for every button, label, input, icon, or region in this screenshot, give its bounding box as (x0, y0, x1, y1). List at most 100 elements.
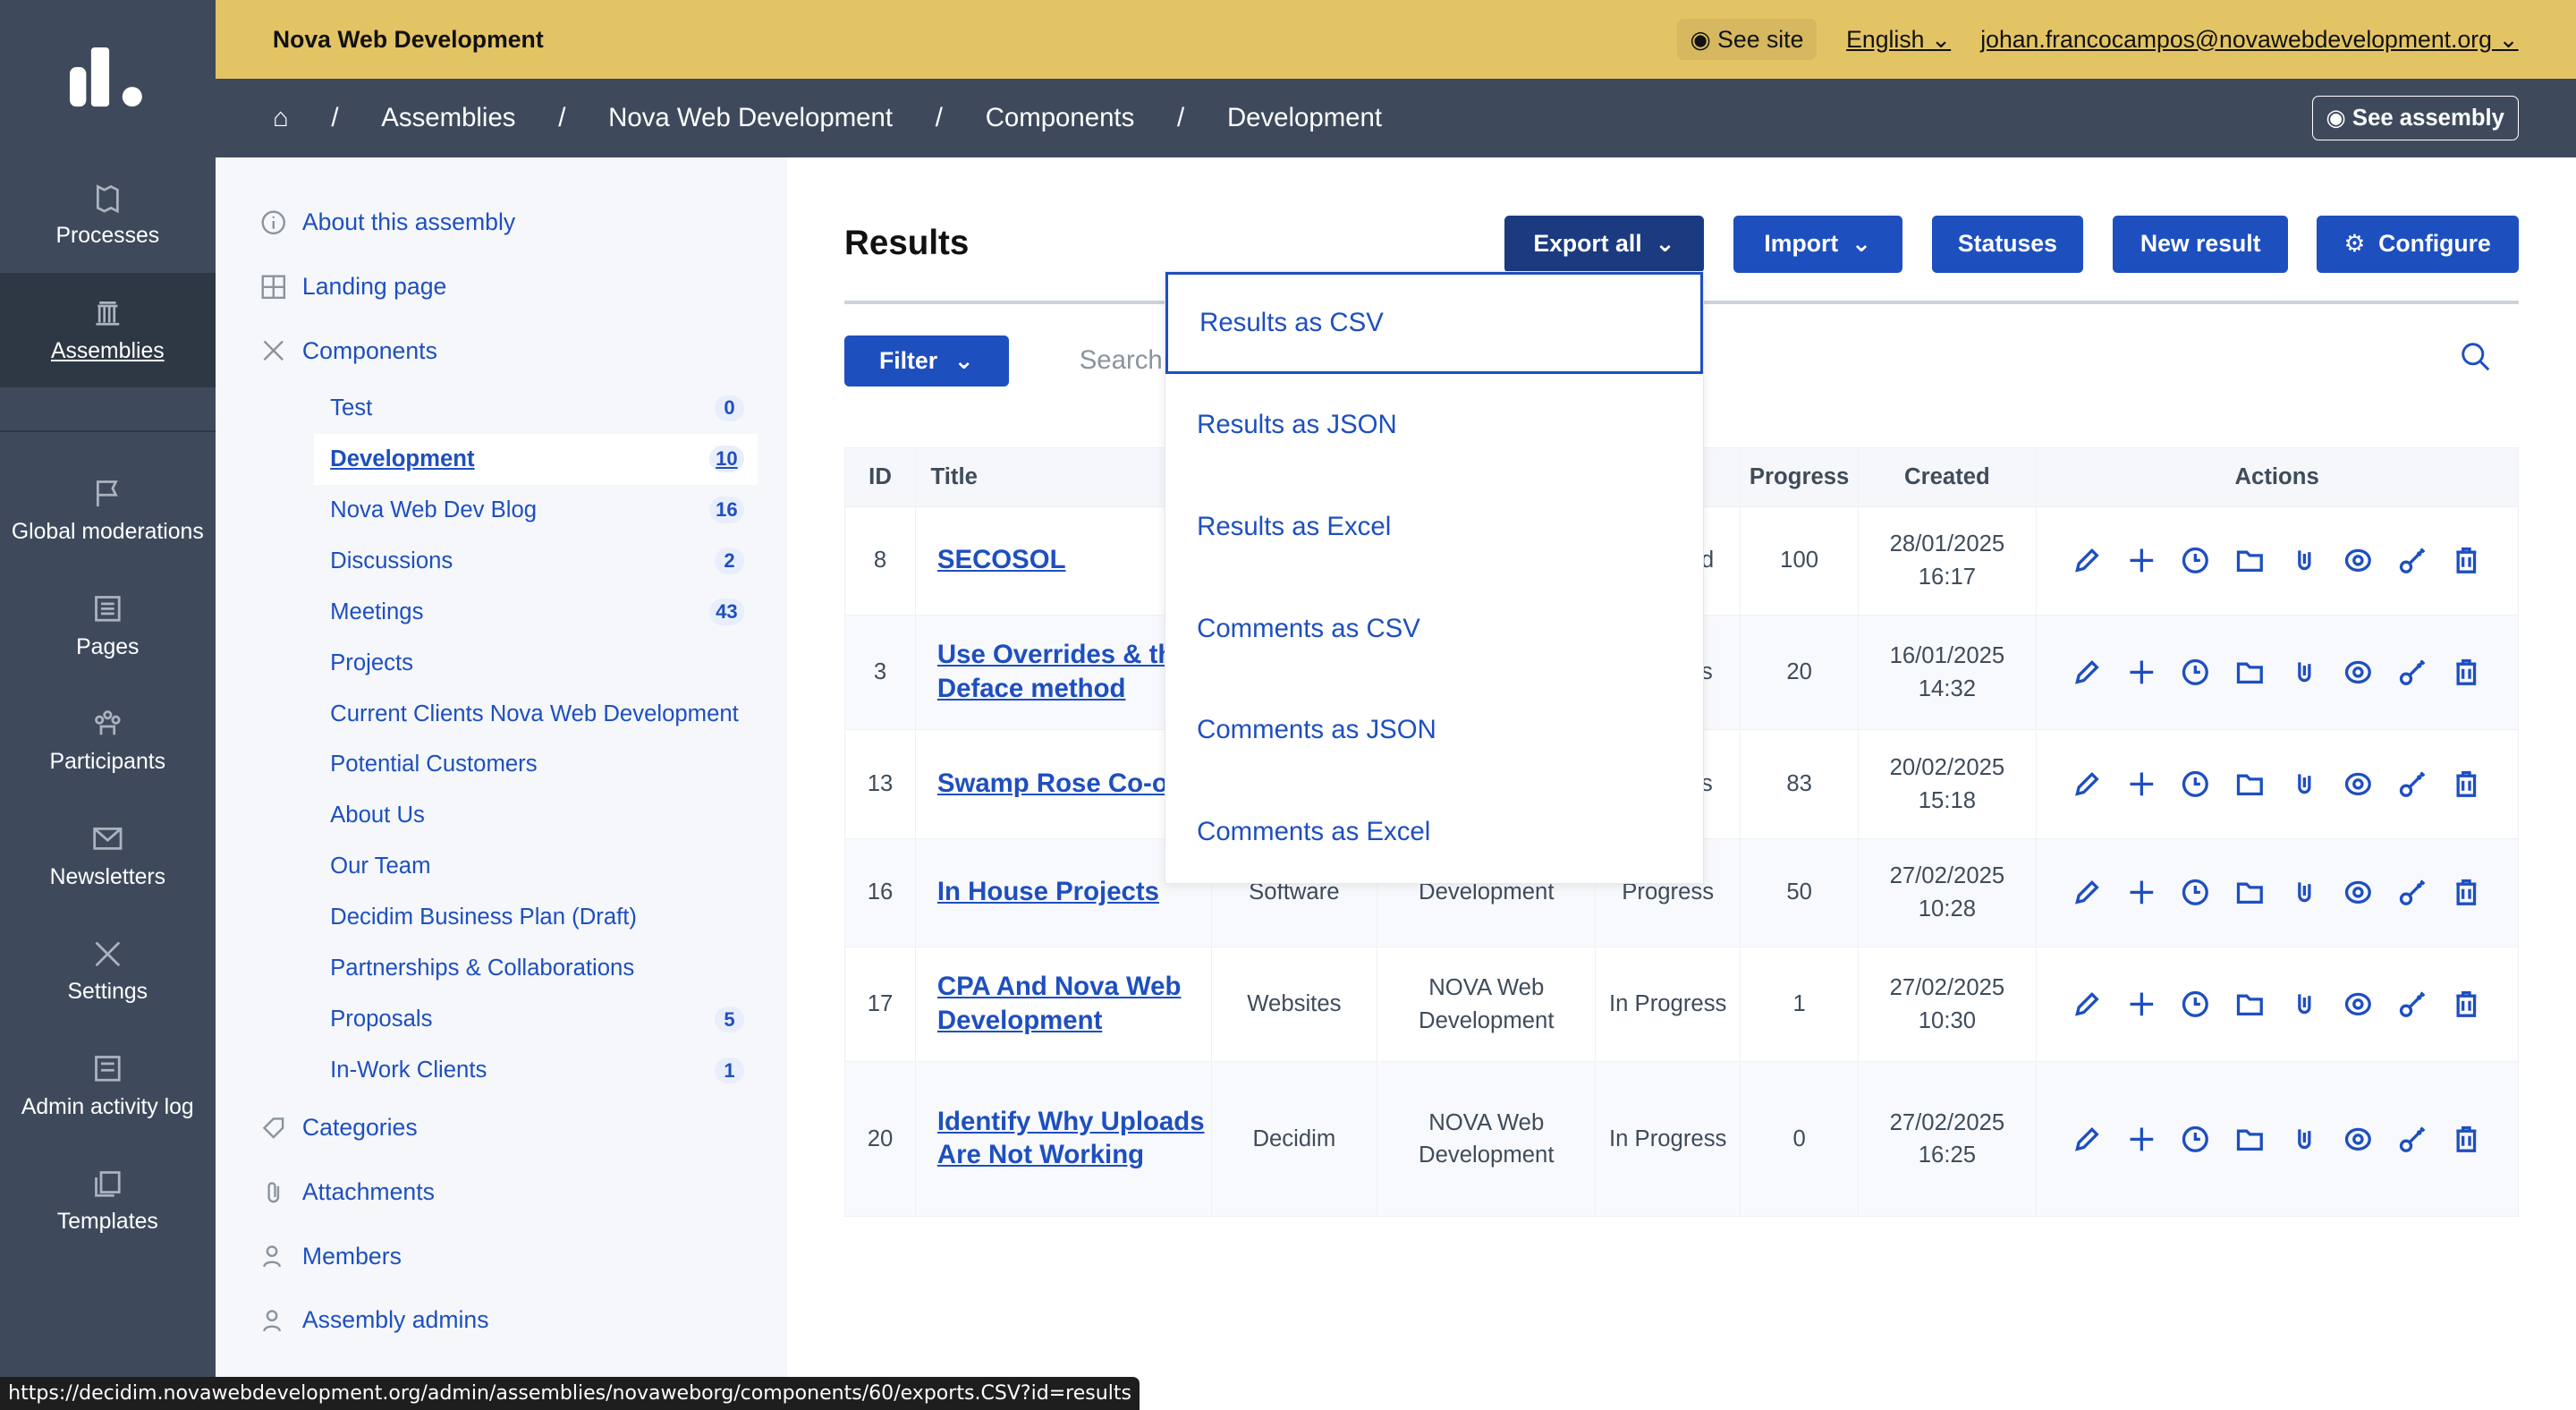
clock-icon[interactable] (2179, 544, 2212, 577)
result-title-link[interactable]: Use Overrides & the Deface method (936, 639, 1189, 703)
clock-icon[interactable] (2179, 988, 2212, 1021)
key-icon[interactable] (2396, 1123, 2429, 1156)
component-item[interactable]: Partnerships & Collaborations (330, 956, 635, 981)
submenu-categories[interactable]: Categories (216, 1096, 787, 1160)
plus-icon[interactable] (2125, 544, 2158, 577)
eye-icon[interactable] (2342, 1123, 2375, 1156)
language-select[interactable]: English ⌄ (1846, 25, 1952, 53)
search-input[interactable]: Search (1079, 344, 1163, 375)
paperclip-icon[interactable] (2288, 1123, 2321, 1156)
folder-icon[interactable] (2233, 544, 2267, 577)
result-title-link[interactable]: In House Projects (936, 876, 1160, 906)
export-option[interactable]: Results as CSV (1165, 272, 1703, 374)
pencil-icon[interactable] (2071, 544, 2104, 577)
component-item[interactable]: Current Clients Nova Web Development (330, 701, 739, 726)
see-site-link[interactable]: ◉ See site (1676, 19, 1818, 60)
export-option[interactable]: Comments as JSON (1197, 715, 1436, 745)
component-item[interactable]: Discussions 2 (314, 536, 758, 587)
paperclip-icon[interactable] (2288, 544, 2321, 577)
import-button[interactable]: Import ⌄ (1733, 215, 1902, 273)
trash-icon[interactable] (2450, 988, 2483, 1021)
folder-icon[interactable] (2233, 1123, 2267, 1156)
eye-icon[interactable] (2342, 988, 2375, 1021)
paperclip-icon[interactable] (2288, 768, 2321, 801)
clock-icon[interactable] (2179, 768, 2212, 801)
sidebar-item-newsletters[interactable]: Newsletters (0, 799, 216, 914)
pencil-icon[interactable] (2071, 876, 2104, 909)
eye-icon[interactable] (2342, 876, 2375, 909)
component-item[interactable]: Meetings 43 (314, 587, 758, 638)
export-option[interactable]: Comments as CSV (1197, 613, 1420, 643)
folder-icon[interactable] (2233, 656, 2267, 689)
component-item[interactable]: In-Work Clients 1 (314, 1045, 758, 1096)
sidebar-item-participants[interactable]: Participants (0, 684, 216, 799)
export-option[interactable]: Results as JSON (1197, 409, 1397, 439)
see-assembly-button[interactable]: ◉ See assembly (2311, 96, 2519, 141)
pencil-icon[interactable] (2071, 1123, 2104, 1156)
clock-icon[interactable] (2179, 656, 2212, 689)
key-icon[interactable] (2396, 656, 2429, 689)
component-item[interactable]: Test 0 (314, 383, 758, 434)
trash-icon[interactable] (2450, 768, 2483, 801)
export-option[interactable]: Comments as Excel (1197, 817, 1431, 847)
eye-icon[interactable] (2342, 656, 2375, 689)
col-id[interactable]: ID (844, 446, 917, 507)
statuses-button[interactable]: Statuses (1931, 215, 2083, 273)
trash-icon[interactable] (2450, 544, 2483, 577)
breadcrumb-components[interactable]: Components (985, 103, 1135, 133)
decidim-logo[interactable] (0, 0, 216, 157)
plus-icon[interactable] (2125, 1123, 2158, 1156)
paperclip-icon[interactable] (2288, 656, 2321, 689)
pencil-icon[interactable] (2071, 768, 2104, 801)
component-item[interactable]: About Us (330, 803, 425, 828)
component-item[interactable]: Nova Web Dev Blog 16 (314, 485, 758, 536)
home-icon[interactable]: ⌂ (272, 103, 289, 133)
eye-icon[interactable] (2342, 544, 2375, 577)
sidebar-item-assemblies[interactable]: Assemblies (0, 272, 216, 388)
user-menu[interactable]: johan.francocampos@novawebdevelopment.or… (1980, 25, 2519, 53)
clock-icon[interactable] (2179, 876, 2212, 909)
plus-icon[interactable] (2125, 988, 2158, 1021)
breadcrumb-component[interactable]: Development (1226, 103, 1383, 133)
submenu-landing[interactable]: Landing page (216, 255, 787, 319)
component-item[interactable]: Development 10 (313, 433, 758, 485)
clock-icon[interactable] (2179, 1123, 2212, 1156)
component-item[interactable]: Our Team (330, 854, 431, 879)
result-title-link[interactable]: Swamp Rose Co-op (936, 768, 1184, 798)
col-progress[interactable]: Progress (1740, 446, 1860, 507)
folder-icon[interactable] (2233, 768, 2267, 801)
folder-icon[interactable] (2233, 988, 2267, 1021)
paperclip-icon[interactable] (2288, 988, 2321, 1021)
folder-icon[interactable] (2233, 876, 2267, 909)
plus-icon[interactable] (2125, 656, 2158, 689)
new-result-button[interactable]: New result (2112, 215, 2289, 273)
export-all-button[interactable]: Export all ⌄ (1504, 215, 1704, 273)
col-created[interactable]: Created (1858, 446, 2037, 507)
col-title[interactable]: Title (915, 446, 1212, 507)
trash-icon[interactable] (2450, 656, 2483, 689)
sidebar-item-admin-activity-log[interactable]: Admin activity log (0, 1029, 216, 1144)
filter-button[interactable]: Filter ⌄ (844, 335, 1009, 386)
configure-button[interactable]: ⚙ Configure (2316, 215, 2519, 273)
sidebar-item-settings[interactable]: Settings (0, 913, 216, 1029)
search-icon[interactable] (2461, 342, 2490, 371)
result-title-link[interactable]: CPA And Nova Web Development (936, 971, 1182, 1035)
component-item[interactable]: Potential Customers (330, 752, 538, 777)
export-option[interactable]: Results as Excel (1197, 511, 1392, 541)
result-title-link[interactable]: SECOSOL (936, 544, 1066, 574)
submenu-about[interactable]: About this assembly (216, 191, 787, 255)
component-item[interactable]: Proposals 5 (314, 994, 758, 1045)
paperclip-icon[interactable] (2288, 876, 2321, 909)
submenu-members[interactable]: Members (216, 1224, 787, 1288)
sidebar-item-pages[interactable]: Pages (0, 568, 216, 684)
pencil-icon[interactable] (2071, 988, 2104, 1021)
trash-icon[interactable] (2450, 876, 2483, 909)
pencil-icon[interactable] (2071, 656, 2104, 689)
breadcrumb-assembly[interactable]: Nova Web Development (608, 103, 894, 133)
key-icon[interactable] (2396, 988, 2429, 1021)
key-icon[interactable] (2396, 876, 2429, 909)
trash-icon[interactable] (2450, 1123, 2483, 1156)
result-title-link[interactable]: Identify Why Uploads Are Not Working (936, 1106, 1205, 1170)
eye-icon[interactable] (2342, 768, 2375, 801)
plus-icon[interactable] (2125, 768, 2158, 801)
